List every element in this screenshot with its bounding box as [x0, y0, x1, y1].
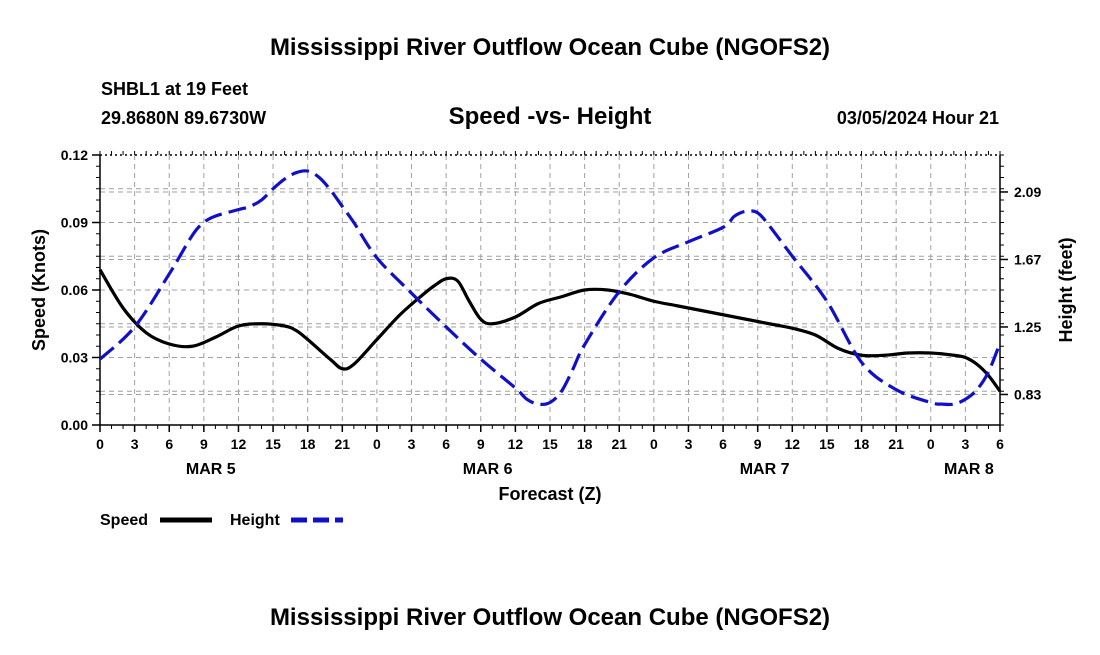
date-label: 03/05/2024 Hour 21	[837, 108, 999, 128]
x-tick-label: 9	[477, 436, 485, 452]
x-tick-label: 0	[927, 436, 935, 452]
x-tick-label: 3	[685, 436, 693, 452]
day-label: MAR 8	[944, 461, 994, 478]
y2-tick-label: 0.83	[1014, 386, 1041, 402]
y-axis-label: Speed (Knots)	[29, 229, 49, 351]
x-tick-label: 3	[131, 436, 139, 452]
x-tick-label: 21	[888, 436, 904, 452]
x-axis-label: Forecast (Z)	[498, 484, 601, 504]
y-tick-label: 0.12	[61, 147, 88, 163]
x-tick-label: 0	[96, 436, 104, 452]
page-title: Mississippi River Outflow Ocean Cube (NG…	[270, 34, 830, 61]
x-tick-label: 0	[650, 436, 658, 452]
x-tick-label: 18	[854, 436, 870, 452]
x-tick-label: 3	[961, 436, 969, 452]
x-tick-label: 6	[165, 436, 173, 452]
day-label: MAR 5	[186, 461, 236, 478]
x-tick-label: 9	[754, 436, 762, 452]
y-tick-label: 0.09	[61, 215, 88, 231]
coordinates-label: 29.8680N 89.6730W	[101, 108, 266, 128]
x-tick-label: 6	[996, 436, 1004, 452]
grid	[99, 155, 1001, 425]
y2-axis-label: Height (feet)	[1056, 238, 1076, 343]
station-label: SHBL1 at 19 Feet	[101, 79, 248, 99]
x-tick-label: 18	[577, 436, 593, 452]
legend-height-label: Height	[230, 512, 280, 529]
axes: 0 3 6 9 12 15 18 21 0 3 6 9 12 15 18 21 0 3 6 9 12 15 18 21 0 3 6M…	[61, 147, 1042, 478]
x-tick-label: 15	[819, 436, 835, 452]
series-height-line	[98, 169, 1002, 407]
series-layer	[98, 169, 1002, 407]
x-tick-label: 12	[508, 436, 524, 452]
y-tick-label: 0.00	[61, 417, 88, 433]
x-tick-label: 3	[408, 436, 416, 452]
y2-tick-label: 1.67	[1014, 251, 1041, 267]
x-tick-label: 0	[373, 436, 381, 452]
legend-speed-label: Speed	[100, 512, 148, 529]
day-label: MAR 6	[463, 461, 513, 478]
x-tick-label: 6	[719, 436, 727, 452]
x-tick-label: 15	[265, 436, 281, 452]
x-tick-label: 15	[542, 436, 558, 452]
footer-title: Mississippi River Outflow Ocean Cube (NG…	[270, 604, 830, 631]
x-tick-label: 18	[300, 436, 316, 452]
x-tick-label: 21	[611, 436, 627, 452]
x-tick-label: 6	[442, 436, 450, 452]
x-tick-label: 12	[785, 436, 801, 452]
y-tick-label: 0.06	[61, 282, 88, 298]
day-label: MAR 7	[740, 461, 790, 478]
series-speed-line	[98, 268, 1002, 393]
x-tick-label: 21	[335, 436, 351, 452]
y-tick-label: 0.03	[61, 350, 88, 366]
y2-tick-label: 1.25	[1014, 319, 1041, 335]
x-tick-label: 9	[200, 436, 208, 452]
x-tick-label: 12	[231, 436, 247, 452]
y2-tick-label: 2.09	[1014, 184, 1041, 200]
legend: Speed Height	[100, 512, 343, 529]
chart-title: Speed -vs- Height	[449, 103, 652, 130]
